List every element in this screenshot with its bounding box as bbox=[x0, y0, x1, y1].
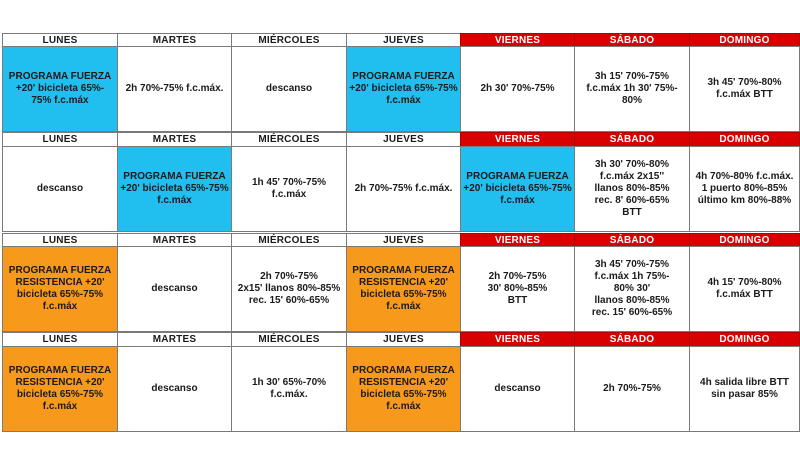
header-lunes: LUNES bbox=[2, 33, 118, 47]
cell-week1-domingo[interactable]: 3h 45' 70%-80% f.c.máx BTT bbox=[689, 46, 800, 132]
cell-week4-miercoles[interactable]: 1h 30' 65%-70% f.c.máx. bbox=[231, 346, 347, 432]
header-viernes: VIERNES bbox=[460, 332, 575, 347]
cell-week1-sabado[interactable]: 3h 15' 70%-75% f.c.máx 1h 30' 75%- 80% bbox=[574, 46, 690, 132]
cell-week1-jueves[interactable]: PROGRAMA FUERZA +20' bicicleta 65%-75% f… bbox=[346, 46, 461, 132]
cell-week3-sabado[interactable]: 3h 45' 70%-75% f.c.máx 1h 75%- 80% 30' l… bbox=[574, 246, 690, 332]
header-lunes: LUNES bbox=[2, 132, 118, 147]
header-sabado: SÁBADO bbox=[574, 332, 690, 347]
header-miercoles: MIÉRCOLES bbox=[231, 332, 347, 347]
cell-week3-jueves[interactable]: PROGRAMA FUERZA RESISTENCIA +20' bicicle… bbox=[346, 246, 461, 332]
header-miercoles: MIÉRCOLES bbox=[231, 233, 347, 247]
header-martes: MARTES bbox=[117, 132, 232, 147]
header-viernes: VIERNES bbox=[460, 132, 575, 147]
cell-week2-domingo[interactable]: 4h 70%-80% f.c.máx. 1 puerto 80%-85% últ… bbox=[689, 146, 800, 232]
header-domingo: DOMINGO bbox=[689, 332, 800, 347]
header-martes: MARTES bbox=[117, 33, 232, 47]
cell-week4-martes[interactable]: descanso bbox=[117, 346, 232, 432]
header-jueves: JUEVES bbox=[346, 332, 461, 347]
header-jueves: JUEVES bbox=[346, 132, 461, 147]
cell-week4-jueves[interactable]: PROGRAMA FUERZA RESISTENCIA +20' bicicle… bbox=[346, 346, 461, 432]
header-domingo: DOMINGO bbox=[689, 233, 800, 247]
header-sabado: SÁBADO bbox=[574, 233, 690, 247]
cell-week2-jueves[interactable]: 2h 70%-75% f.c.máx. bbox=[346, 146, 461, 232]
cell-week4-lunes[interactable]: PROGRAMA FUERZA RESISTENCIA +20' bicicle… bbox=[2, 346, 118, 432]
cell-week2-viernes[interactable]: PROGRAMA FUERZA +20' bicicleta 65%-75% f… bbox=[460, 146, 575, 232]
cell-week4-viernes[interactable]: descanso bbox=[460, 346, 575, 432]
cell-week3-viernes[interactable]: 2h 70%-75% 30' 80%-85% BTT bbox=[460, 246, 575, 332]
header-martes: MARTES bbox=[117, 332, 232, 347]
header-lunes: LUNES bbox=[2, 233, 118, 247]
cell-week4-sabado[interactable]: 2h 70%-75% bbox=[574, 346, 690, 432]
header-sabado: SÁBADO bbox=[574, 33, 690, 47]
header-viernes: VIERNES bbox=[460, 33, 575, 47]
cell-week2-sabado[interactable]: 3h 30' 70%-80% f.c.máx 2x15'' llanos 80%… bbox=[574, 146, 690, 232]
header-jueves: JUEVES bbox=[346, 33, 461, 47]
cell-week1-martes[interactable]: 2h 70%-75% f.c.máx. bbox=[117, 46, 232, 132]
cell-week1-lunes[interactable]: PROGRAMA FUERZA +20' bicicleta 65%- 75% … bbox=[2, 46, 118, 132]
cell-week3-miercoles[interactable]: 2h 70%-75% 2x15' llanos 80%-85% rec. 15'… bbox=[231, 246, 347, 332]
cell-week1-viernes[interactable]: 2h 30' 70%-75% bbox=[460, 46, 575, 132]
cell-week2-lunes[interactable]: descanso bbox=[2, 146, 118, 232]
cell-week3-domingo[interactable]: 4h 15' 70%-80% f.c.máx BTT bbox=[689, 246, 800, 332]
header-domingo: DOMINGO bbox=[689, 33, 800, 47]
cell-week2-martes[interactable]: PROGRAMA FUERZA +20' bicicleta 65%-75% f… bbox=[117, 146, 232, 232]
header-viernes: VIERNES bbox=[460, 233, 575, 247]
header-miercoles: MIÉRCOLES bbox=[231, 33, 347, 47]
header-sabado: SÁBADO bbox=[574, 132, 690, 147]
cell-week3-lunes[interactable]: PROGRAMA FUERZA RESISTENCIA +20' bicicle… bbox=[2, 246, 118, 332]
cell-week1-miercoles[interactable]: descanso bbox=[231, 46, 347, 132]
cell-week2-miercoles[interactable]: 1h 45' 70%-75% f.c.máx bbox=[231, 146, 347, 232]
cell-week3-martes[interactable]: descanso bbox=[117, 246, 232, 332]
header-martes: MARTES bbox=[117, 233, 232, 247]
cell-week4-domingo[interactable]: 4h salida libre BTT sin pasar 85% bbox=[689, 346, 800, 432]
header-lunes: LUNES bbox=[2, 332, 118, 347]
header-jueves: JUEVES bbox=[346, 233, 461, 247]
header-domingo: DOMINGO bbox=[689, 132, 800, 147]
header-miercoles: MIÉRCOLES bbox=[231, 132, 347, 147]
